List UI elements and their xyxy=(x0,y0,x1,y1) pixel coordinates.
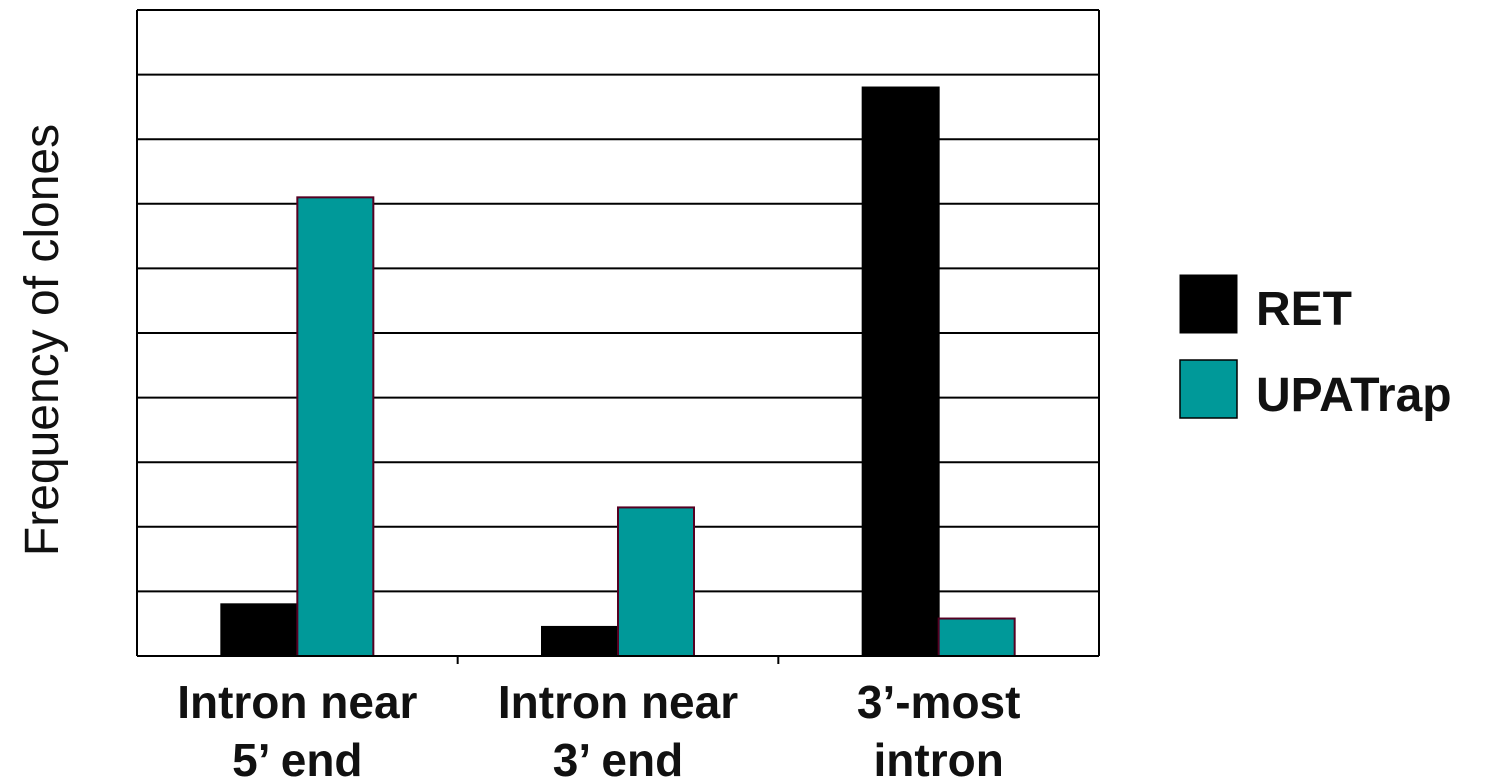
y-axis-label: Frequency of clones xyxy=(16,124,69,556)
gridlines xyxy=(137,9,1099,593)
bar-ret-1 xyxy=(541,625,619,657)
bar-upatrap-1 xyxy=(617,506,695,658)
bar-ret-0 xyxy=(220,603,299,658)
bars xyxy=(220,86,1016,658)
legend-swatch-ret xyxy=(1179,274,1238,334)
x-tick-label: Intron near xyxy=(498,676,738,728)
x-tick-label: intron xyxy=(874,734,1004,778)
axes xyxy=(136,10,1100,664)
x-tick-label: 3’-most xyxy=(857,676,1021,728)
legend-label-ret: RET xyxy=(1256,283,1352,336)
x-tick-label: 5’ end xyxy=(232,734,362,778)
bar-ret-2 xyxy=(861,86,940,657)
x-tick-label: 3’ end xyxy=(553,734,683,778)
x-tick-label: Intron near xyxy=(177,676,417,728)
legend: RET UPATrap xyxy=(1179,274,1452,422)
bar-upatrap-0 xyxy=(296,196,375,657)
legend-label-upatrap: UPATrap xyxy=(1256,369,1452,422)
bar-upatrap-2 xyxy=(937,617,1016,657)
legend-swatch-upatrap xyxy=(1179,359,1238,419)
x-tick-labels: Intron near 5’ end Intron near 3’ end 3’-mos… xyxy=(177,676,1020,778)
